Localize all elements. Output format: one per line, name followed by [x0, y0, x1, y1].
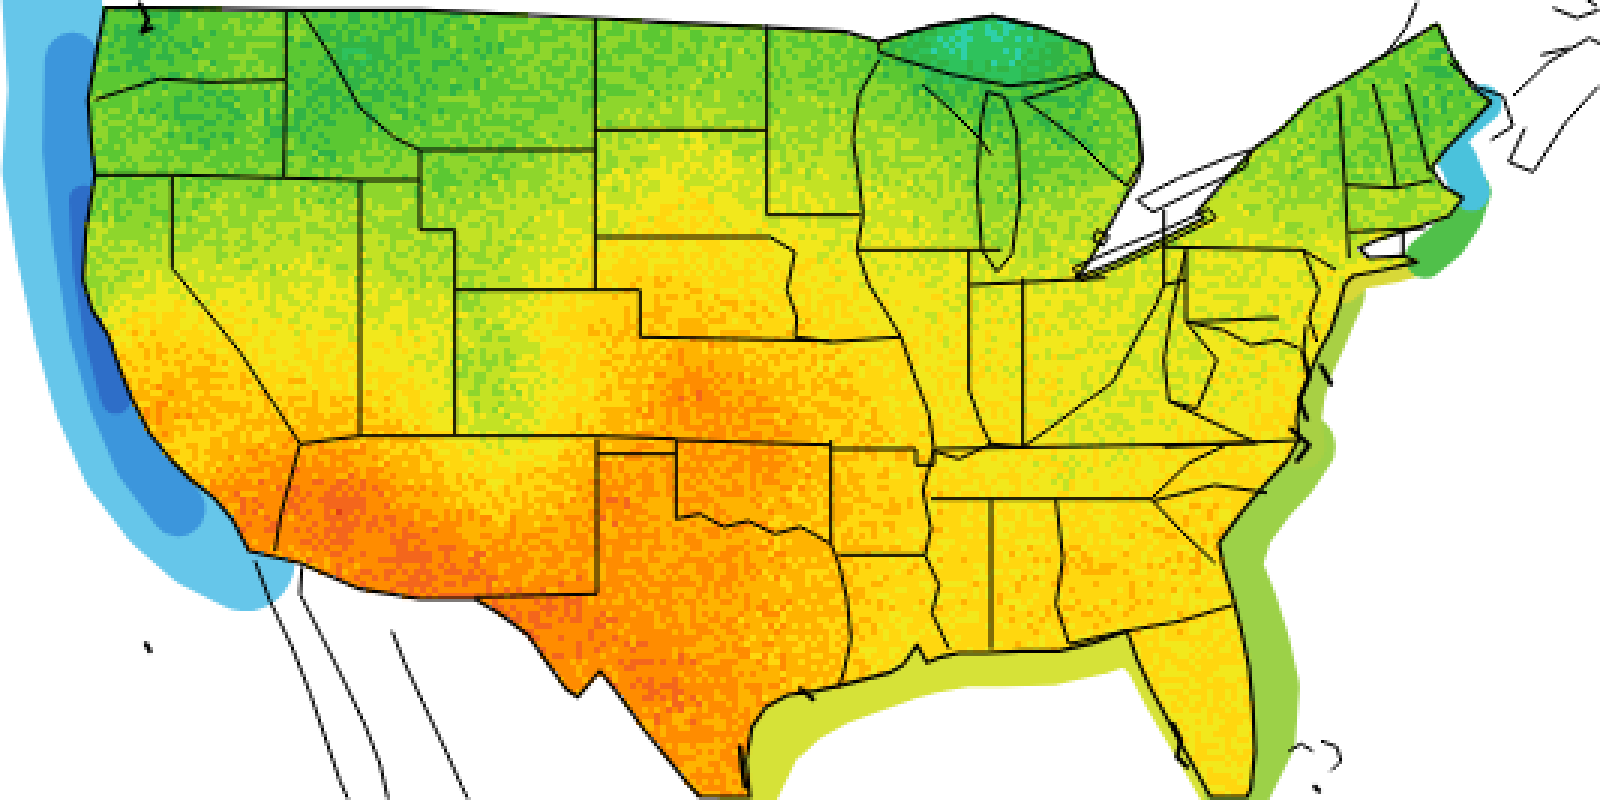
us-temperature-forecast-map	[0, 0, 1600, 800]
temperature-raster-canvas	[0, 0, 1600, 800]
